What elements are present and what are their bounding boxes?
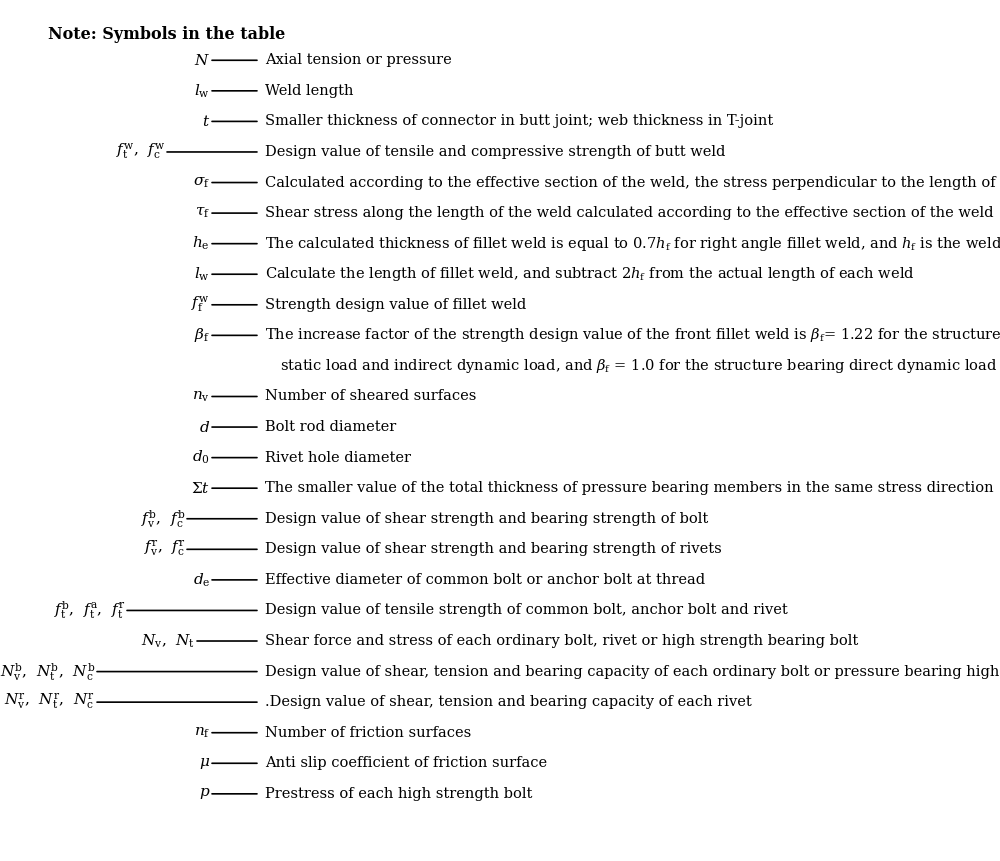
Text: The calculated thickness of fillet weld is equal to 0.7$h_{\mathrm{f}}$ for righ: The calculated thickness of fillet weld … <box>265 235 1000 252</box>
Text: Bolt rod diameter: Bolt rod diameter <box>265 420 396 434</box>
Text: $f^{\mathrm{w}}_{\mathrm{f}}$: $f^{\mathrm{w}}_{\mathrm{f}}$ <box>191 294 210 315</box>
Text: $f^{\mathrm{b}}_{\mathrm{v}}$,  $f^{\mathrm{b}}_{\mathrm{c}}$: $f^{\mathrm{b}}_{\mathrm{v}}$, $f^{\math… <box>141 508 185 530</box>
Text: $d_{0}$: $d_{0}$ <box>192 449 210 467</box>
Text: $\sigma_{\mathrm{f}}$: $\sigma_{\mathrm{f}}$ <box>193 176 210 189</box>
Text: $l_{\mathrm{w}}$: $l_{\mathrm{w}}$ <box>194 265 210 283</box>
Text: Smaller thickness of connector in butt joint; web thickness in T-joint: Smaller thickness of connector in butt j… <box>265 115 773 128</box>
Text: The smaller value of the total thickness of pressure bearing members in the same: The smaller value of the total thickness… <box>265 481 994 495</box>
Text: $d$: $d$ <box>199 419 210 435</box>
Text: $t$: $t$ <box>202 114 210 129</box>
Text: Anti slip coefficient of friction surface: Anti slip coefficient of friction surfac… <box>265 756 547 771</box>
Text: $f^{\mathrm{w}}_{\mathrm{t}}$,  $f^{\mathrm{w}}_{\mathrm{c}}$: $f^{\mathrm{w}}_{\mathrm{t}}$, $f^{\math… <box>116 142 165 162</box>
Text: The increase factor of the strength design value of the front fillet weld is $\b: The increase factor of the strength desi… <box>265 326 1000 344</box>
Text: Design value of shear strength and bearing strength of bolt: Design value of shear strength and beari… <box>265 511 708 526</box>
Text: $p$: $p$ <box>199 786 210 802</box>
Text: $\mu$: $\mu$ <box>199 756 210 771</box>
Text: $\tau_{\mathrm{f}}$: $\tau_{\mathrm{f}}$ <box>195 206 210 220</box>
Text: Rivet hole diameter: Rivet hole diameter <box>265 450 411 465</box>
Text: Design value of shear strength and bearing strength of rivets: Design value of shear strength and beari… <box>265 542 722 556</box>
Text: $\beta_{\mathrm{f}}$: $\beta_{\mathrm{f}}$ <box>194 326 210 344</box>
Text: $N^{\mathrm{r}}_{\mathrm{v}}$,  $N^{\mathrm{r}}_{\mathrm{t}}$,  $N^{\mathrm{r}}_: $N^{\mathrm{r}}_{\mathrm{v}}$, $N^{\math… <box>4 692 95 712</box>
Text: $N^{\mathrm{b}}_{\mathrm{v}}$,  $N^{\mathrm{b}}_{\mathrm{t}}$,  $N^{\mathrm{b}}_: $N^{\mathrm{b}}_{\mathrm{v}}$, $N^{\math… <box>0 660 95 683</box>
Text: Calculated according to the effective section of the weld, the stress perpendicu: Calculated according to the effective se… <box>265 176 1000 189</box>
Text: Weld length: Weld length <box>265 84 354 98</box>
Text: Shear stress along the length of the weld calculated according to the effective : Shear stress along the length of the wel… <box>265 206 994 220</box>
Text: Shear force and stress of each ordinary bolt, rivet or high strength bearing bol: Shear force and stress of each ordinary … <box>265 634 858 648</box>
Text: $N_{\mathrm{v}}$,  $N_{\mathrm{t}}$: $N_{\mathrm{v}}$, $N_{\mathrm{t}}$ <box>141 632 195 650</box>
Text: $\Sigma t$: $\Sigma t$ <box>191 480 210 496</box>
Text: $f^{\mathrm{r}}_{\mathrm{v}}$,  $f^{\mathrm{r}}_{\mathrm{c}}$: $f^{\mathrm{r}}_{\mathrm{v}}$, $f^{\math… <box>144 539 185 560</box>
Text: Axial tension or pressure: Axial tension or pressure <box>265 53 452 67</box>
Text: Prestress of each high strength bolt: Prestress of each high strength bolt <box>265 787 532 801</box>
Text: Calculate the length of fillet weld, and subtract 2$h_{\mathrm{f}}$ from the act: Calculate the length of fillet weld, and… <box>265 265 915 283</box>
Text: $n_{\mathrm{v}}$: $n_{\mathrm{v}}$ <box>192 389 210 404</box>
Text: $d_{\mathrm{e}}$: $d_{\mathrm{e}}$ <box>193 571 210 589</box>
Text: Number of sheared surfaces: Number of sheared surfaces <box>265 389 476 404</box>
Text: Effective diameter of common bolt or anchor bolt at thread: Effective diameter of common bolt or anc… <box>265 573 705 587</box>
Text: $f^{\mathrm{b}}_{\mathrm{t}}$,  $f^{\mathrm{a}}_{\mathrm{t}}$,  $f^{\mathrm{r}}_: $f^{\mathrm{b}}_{\mathrm{t}}$, $f^{\math… <box>54 599 125 622</box>
Text: $n_{\mathrm{f}}$: $n_{\mathrm{f}}$ <box>194 726 210 740</box>
Text: $h_{\mathrm{e}}$: $h_{\mathrm{e}}$ <box>192 235 210 252</box>
Text: Number of friction surfaces: Number of friction surfaces <box>265 726 471 740</box>
Text: $N$: $N$ <box>194 53 210 68</box>
Text: Strength design value of fillet weld: Strength design value of fillet weld <box>265 298 526 312</box>
Text: $l_{\mathrm{w}}$: $l_{\mathrm{w}}$ <box>194 82 210 100</box>
Text: Design value of shear, tension and bearing capacity of each ordinary bolt or pre: Design value of shear, tension and beari… <box>265 665 1000 678</box>
Text: static load and indirect dynamic load, and $\beta_{\mathrm{f}}$ = 1.0 for the st: static load and indirect dynamic load, a… <box>280 357 997 375</box>
Text: Note: Symbols in the table: Note: Symbols in the table <box>48 26 285 43</box>
Text: .Design value of shear, tension and bearing capacity of each rivet: .Design value of shear, tension and bear… <box>265 695 752 709</box>
Text: Design value of tensile strength of common bolt, anchor bolt and rivet: Design value of tensile strength of comm… <box>265 604 788 617</box>
Text: Design value of tensile and compressive strength of butt weld: Design value of tensile and compressive … <box>265 145 725 159</box>
